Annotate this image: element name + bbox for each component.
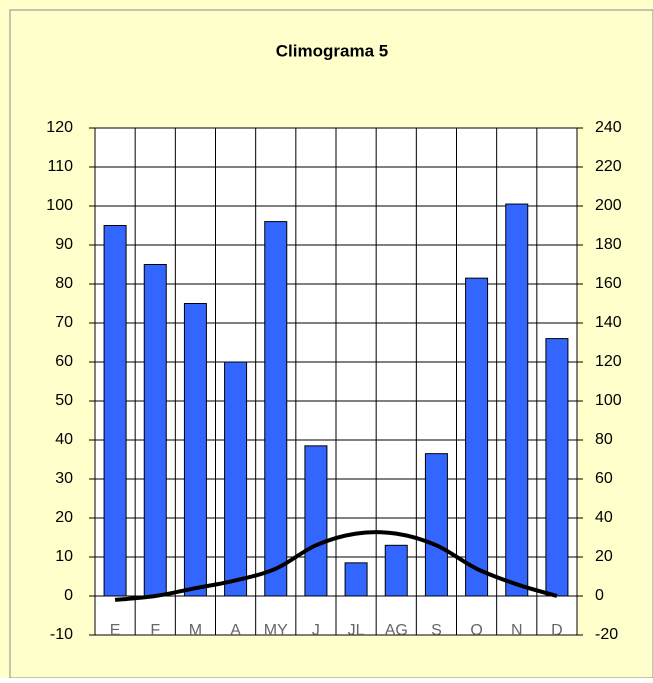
y-tick-label: 120 [46,119,73,136]
bar [143,264,167,597]
bar [545,338,569,597]
y2-tick-label: 180 [595,236,622,253]
y-tick-label: 0 [64,587,73,604]
x-tick-label: MY [264,622,288,639]
bar [264,221,288,597]
plot-border [94,127,578,636]
bar [304,445,328,597]
y-tick-label: 60 [55,353,73,370]
y-tick-label: 110 [47,158,73,175]
x-tick-label: N [511,622,523,639]
y-tick-label: 10 [55,548,73,565]
y-tick-label: 80 [55,275,73,292]
y2-tick-label: 200 [595,197,622,214]
y2-tick-label: 40 [595,509,613,526]
y-tick-label: 30 [55,470,73,487]
y2-tick-label: 20 [595,548,613,565]
y2-tick-label: -20 [595,626,618,643]
bar [384,544,408,597]
chart-title: Climograma 5 [276,41,388,60]
bar [344,562,368,597]
y2-tick-label: 0 [595,587,604,604]
x-tick-label: F [150,622,160,639]
y2-tick-label: 80 [595,431,613,448]
bar [183,303,207,597]
bar [465,277,489,597]
x-tick-label: M [189,622,202,639]
x-tick-label: J [312,622,320,639]
y-tick-label: 100 [46,197,73,214]
x-tick-label: JL [348,622,365,639]
x-tick-label: E [110,622,121,639]
y2-tick-label: 220 [595,158,622,175]
line [114,530,558,602]
bar [103,225,127,597]
y2-tick-label: 140 [595,314,622,331]
y2-tick-label: 120 [595,353,622,370]
bar [424,453,448,597]
x-tick-label: A [230,622,241,639]
x-tick-label: D [551,622,563,639]
y2-tick-label: 100 [595,392,622,409]
bar [505,203,529,597]
y-tick-label: 70 [55,314,73,331]
y-tick-label: 90 [55,236,73,253]
y-tick-label: -10 [50,626,73,643]
y-tick-label: 20 [55,509,73,526]
y-tick-label: 40 [55,431,73,448]
bar [224,361,248,597]
y2-tick-label: 240 [595,119,622,136]
x-tick-label: AG [385,622,408,639]
y2-tick-label: 60 [595,470,613,487]
x-tick-label: O [470,622,482,639]
y2-tick-label: 160 [595,275,622,292]
x-tick-label: S [431,622,442,639]
y-tick-label: 50 [55,392,73,409]
